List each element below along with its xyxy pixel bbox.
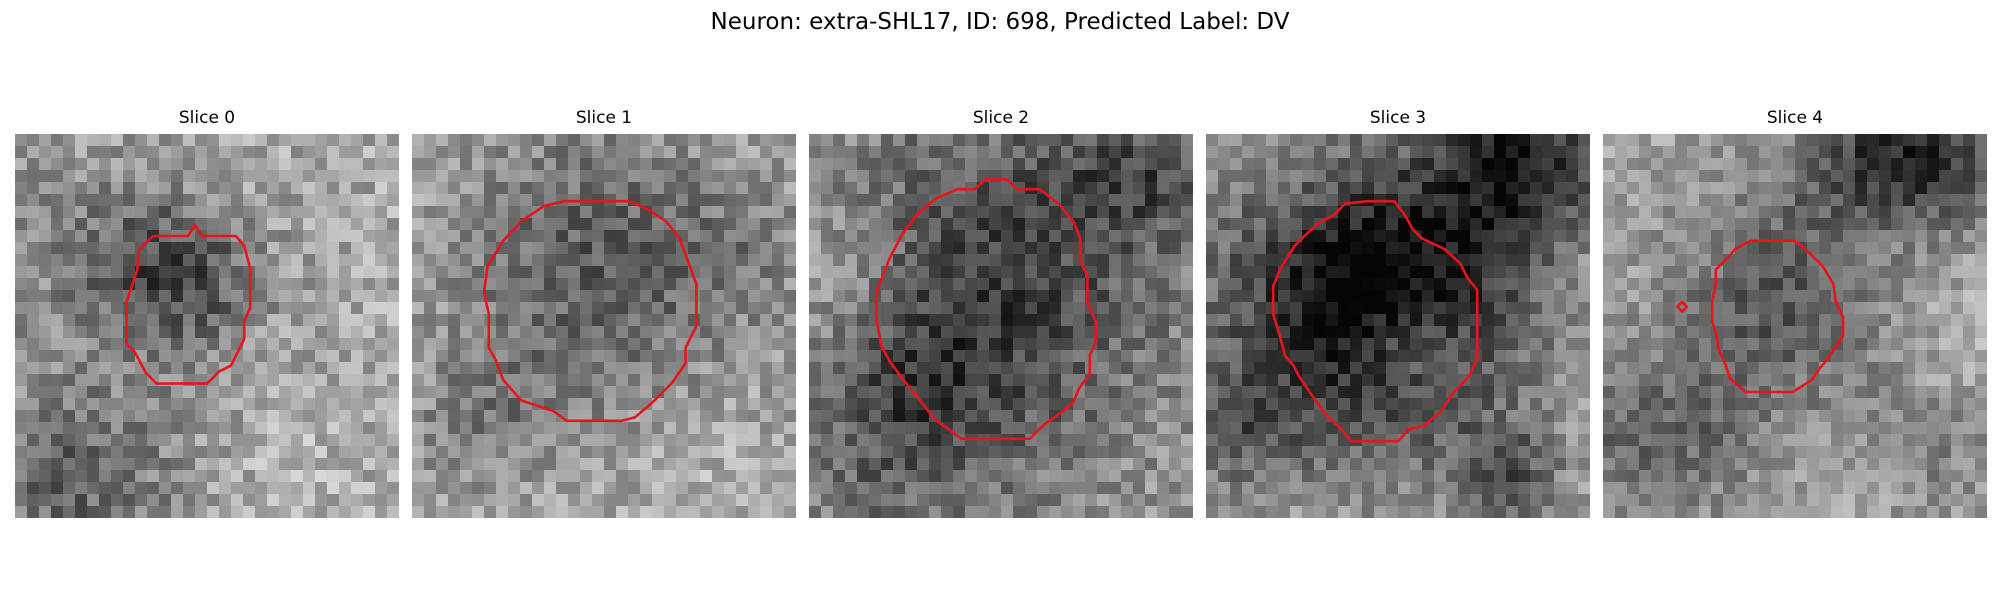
- slice-4-small-contour: [1676, 300, 1689, 313]
- slice-1-contour: [482, 199, 698, 423]
- slice-0-contour: [125, 223, 252, 385]
- slice-2-image: [809, 134, 1193, 518]
- slice-3-contour: [1271, 199, 1479, 443]
- slice-4-image: [1603, 134, 1987, 518]
- slice-4-contour: [1710, 239, 1845, 394]
- slice-1-title: Slice 1: [575, 108, 633, 128]
- slice-4-title: Slice 4: [1766, 108, 1824, 128]
- slice-2-contour: [874, 178, 1098, 441]
- slice-1-image: [412, 134, 796, 518]
- figure-title: Neuron: extra-SHL17, ID: 698, Predicted …: [710, 9, 1290, 35]
- slice-3-image: [1206, 134, 1590, 518]
- slice-0-image: [15, 134, 399, 518]
- slice-2-title: Slice 2: [972, 108, 1030, 128]
- slice-3-title: Slice 3: [1369, 108, 1427, 128]
- slice-0-title: Slice 0: [178, 108, 236, 128]
